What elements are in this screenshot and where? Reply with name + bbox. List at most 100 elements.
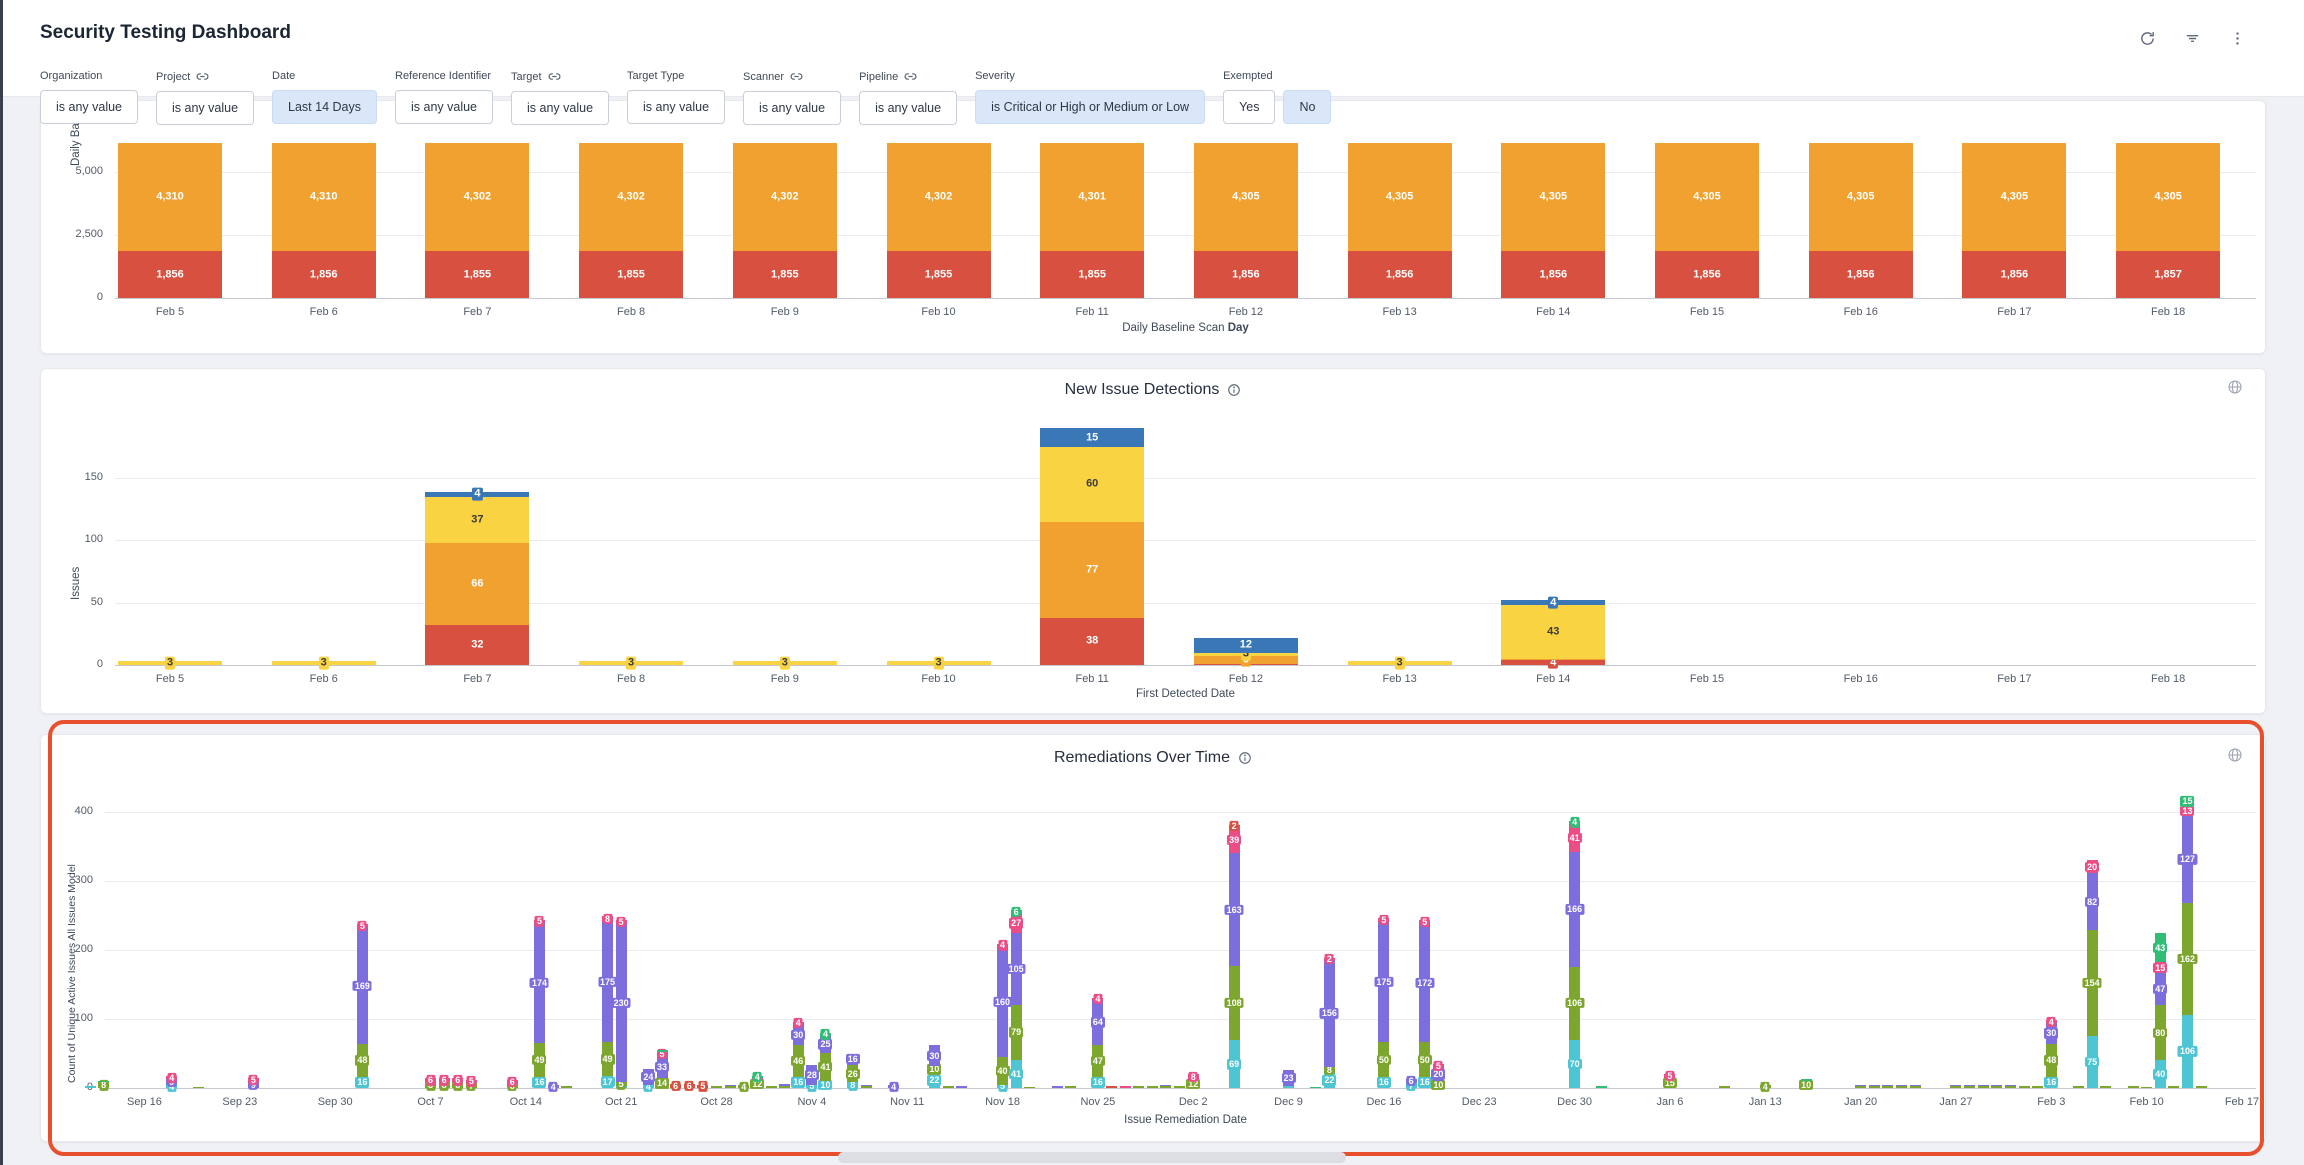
bar-value-label: 26	[845, 1068, 860, 1079]
bar-segment[interactable]	[1895, 1085, 1907, 1088]
bar-segment[interactable]	[1855, 1085, 1867, 1088]
bar-value-label: 20	[1431, 1069, 1446, 1080]
bar-segment[interactable]	[84, 1085, 96, 1088]
globe-icon[interactable]	[2227, 747, 2243, 768]
bar-segment[interactable]	[1882, 1084, 1894, 1086]
bar-segment[interactable]	[1160, 1084, 1172, 1086]
bar-segment[interactable]	[1119, 1085, 1131, 1088]
bar-value-label: 16	[2044, 1077, 2059, 1088]
filter-value-button[interactable]: is any value	[743, 91, 842, 125]
filter-icon[interactable]	[2184, 30, 2201, 47]
x-tick-label: Jan 27	[1939, 1096, 1973, 1108]
bar-segment[interactable]	[724, 1085, 736, 1088]
bar-segment[interactable]	[1991, 1084, 2003, 1086]
bar-segment[interactable]	[2032, 1085, 2044, 1088]
bar-segment[interactable]	[1800, 1079, 1812, 1082]
bar-segment[interactable]	[1977, 1084, 1989, 1086]
horizontal-scrollbar[interactable]	[838, 1152, 1346, 1163]
bar-segment[interactable]	[1283, 1085, 1295, 1088]
bar-segment[interactable]	[860, 1085, 872, 1088]
bar-segment[interactable]	[1501, 658, 1606, 660]
globe-icon[interactable]	[2227, 379, 2243, 400]
bar-value-label: 154	[2082, 977, 2102, 989]
bar-segment[interactable]	[1950, 1085, 1962, 1088]
x-tick-label: Jan 20	[1844, 1096, 1878, 1108]
bar-segment[interactable]	[779, 1085, 791, 1088]
bar-value-label: 24	[641, 1071, 656, 1083]
filter-value-button[interactable]: is any value	[395, 90, 494, 124]
bar-segment[interactable]	[1310, 1086, 1322, 1088]
filter-value-button[interactable]: is any value	[859, 91, 958, 125]
info-icon[interactable]	[1238, 751, 1252, 765]
bar-segment[interactable]	[2168, 1085, 2180, 1088]
bar-segment[interactable]	[656, 1050, 668, 1053]
bar-segment[interactable]	[1909, 1085, 1921, 1088]
bar-segment[interactable]	[1160, 1085, 1172, 1088]
bar-segment[interactable]	[711, 1085, 723, 1088]
bar-segment[interactable]	[1868, 1085, 1880, 1088]
bar-segment[interactable]	[1133, 1085, 1145, 1088]
bar-value-label: 4,305	[1691, 190, 1723, 204]
bar-segment[interactable]	[1051, 1085, 1063, 1088]
filter-value-button[interactable]: is any value	[511, 91, 610, 125]
x-tick-label: Oct 28	[700, 1096, 733, 1108]
bar-segment[interactable]	[956, 1085, 968, 1088]
bar-value-label: 5	[616, 916, 626, 928]
bar-segment[interactable]	[193, 1086, 205, 1088]
bar-value-label: 48	[355, 1055, 370, 1066]
bar-segment[interactable]	[2195, 1085, 2207, 1088]
filter-value-button[interactable]: is any value	[627, 90, 726, 124]
bar-segment[interactable]	[98, 1081, 110, 1083]
bar-segment[interactable]	[2073, 1085, 2085, 1088]
bar-segment[interactable]	[1855, 1084, 1867, 1086]
bar-value-label: 16	[791, 1077, 806, 1088]
filter-severity: Severity is Critical or High or Medium or…	[975, 70, 1206, 124]
bar-value-label: 41	[1567, 832, 1582, 844]
bar-segment[interactable]	[2127, 1085, 2139, 1088]
bar-segment[interactable]	[1718, 1085, 1730, 1088]
bar-segment[interactable]	[2018, 1085, 2030, 1088]
bar-segment[interactable]	[1106, 1085, 1117, 1088]
filter-value-button[interactable]: Last 14 Days	[272, 90, 377, 124]
bar-segment[interactable]	[1964, 1085, 1976, 1088]
bar-segment[interactable]	[2004, 1084, 2016, 1086]
bar-segment[interactable]	[1991, 1085, 2003, 1088]
bar-segment[interactable]	[1977, 1085, 1989, 1088]
bar-segment[interactable]	[1596, 1085, 1608, 1088]
bar-segment[interactable]	[561, 1085, 573, 1088]
exempted-no-button[interactable]: No	[1283, 90, 1332, 124]
y-axis-label-daily-baseline: Daily Ba	[70, 123, 82, 166]
y-tick-label: 100	[84, 533, 103, 546]
bar-segment[interactable]	[1174, 1085, 1186, 1088]
refresh-icon[interactable]	[2139, 30, 2156, 47]
bar-value-label: 22	[1322, 1075, 1337, 1086]
exempted-yes-button[interactable]: Yes	[1223, 90, 1276, 124]
x-tick-label: Feb 6	[309, 673, 338, 685]
bar-segment[interactable]	[1909, 1084, 1921, 1086]
bar-segment[interactable]	[2141, 1086, 2153, 1088]
bar-segment[interactable]	[1895, 1084, 1907, 1086]
filter-value-button[interactable]: is any value	[156, 91, 255, 125]
bar-segment[interactable]	[2004, 1085, 2016, 1088]
bar-segment[interactable]	[765, 1085, 777, 1088]
bar-segment[interactable]	[1024, 1086, 1036, 1088]
y-tick-label: 50	[90, 595, 103, 608]
filter-value-button[interactable]: is Critical or High or Medium or Low	[975, 90, 1206, 124]
x-tick-label: Feb 8	[617, 306, 646, 318]
bar-segment[interactable]	[1964, 1084, 1976, 1086]
bar-segment[interactable]	[724, 1084, 736, 1086]
bar-segment[interactable]	[942, 1085, 954, 1088]
bar-segment[interactable]	[860, 1084, 872, 1086]
bar-segment[interactable]	[1882, 1085, 1894, 1088]
bar-segment[interactable]	[1868, 1084, 1880, 1086]
bar-segment[interactable]	[1146, 1085, 1158, 1088]
kebab-menu-icon[interactable]	[2229, 30, 2246, 47]
filter-value-button[interactable]: is any value	[40, 90, 139, 124]
bar-segment[interactable]	[1065, 1085, 1077, 1088]
filter-project: Project is any value	[156, 70, 255, 125]
bar-segment[interactable]	[2100, 1085, 2112, 1088]
bar-segment[interactable]	[779, 1083, 791, 1086]
bar-value-label: 39	[1227, 834, 1242, 846]
info-icon[interactable]	[1227, 383, 1241, 397]
bar-segment[interactable]	[1950, 1084, 1962, 1086]
